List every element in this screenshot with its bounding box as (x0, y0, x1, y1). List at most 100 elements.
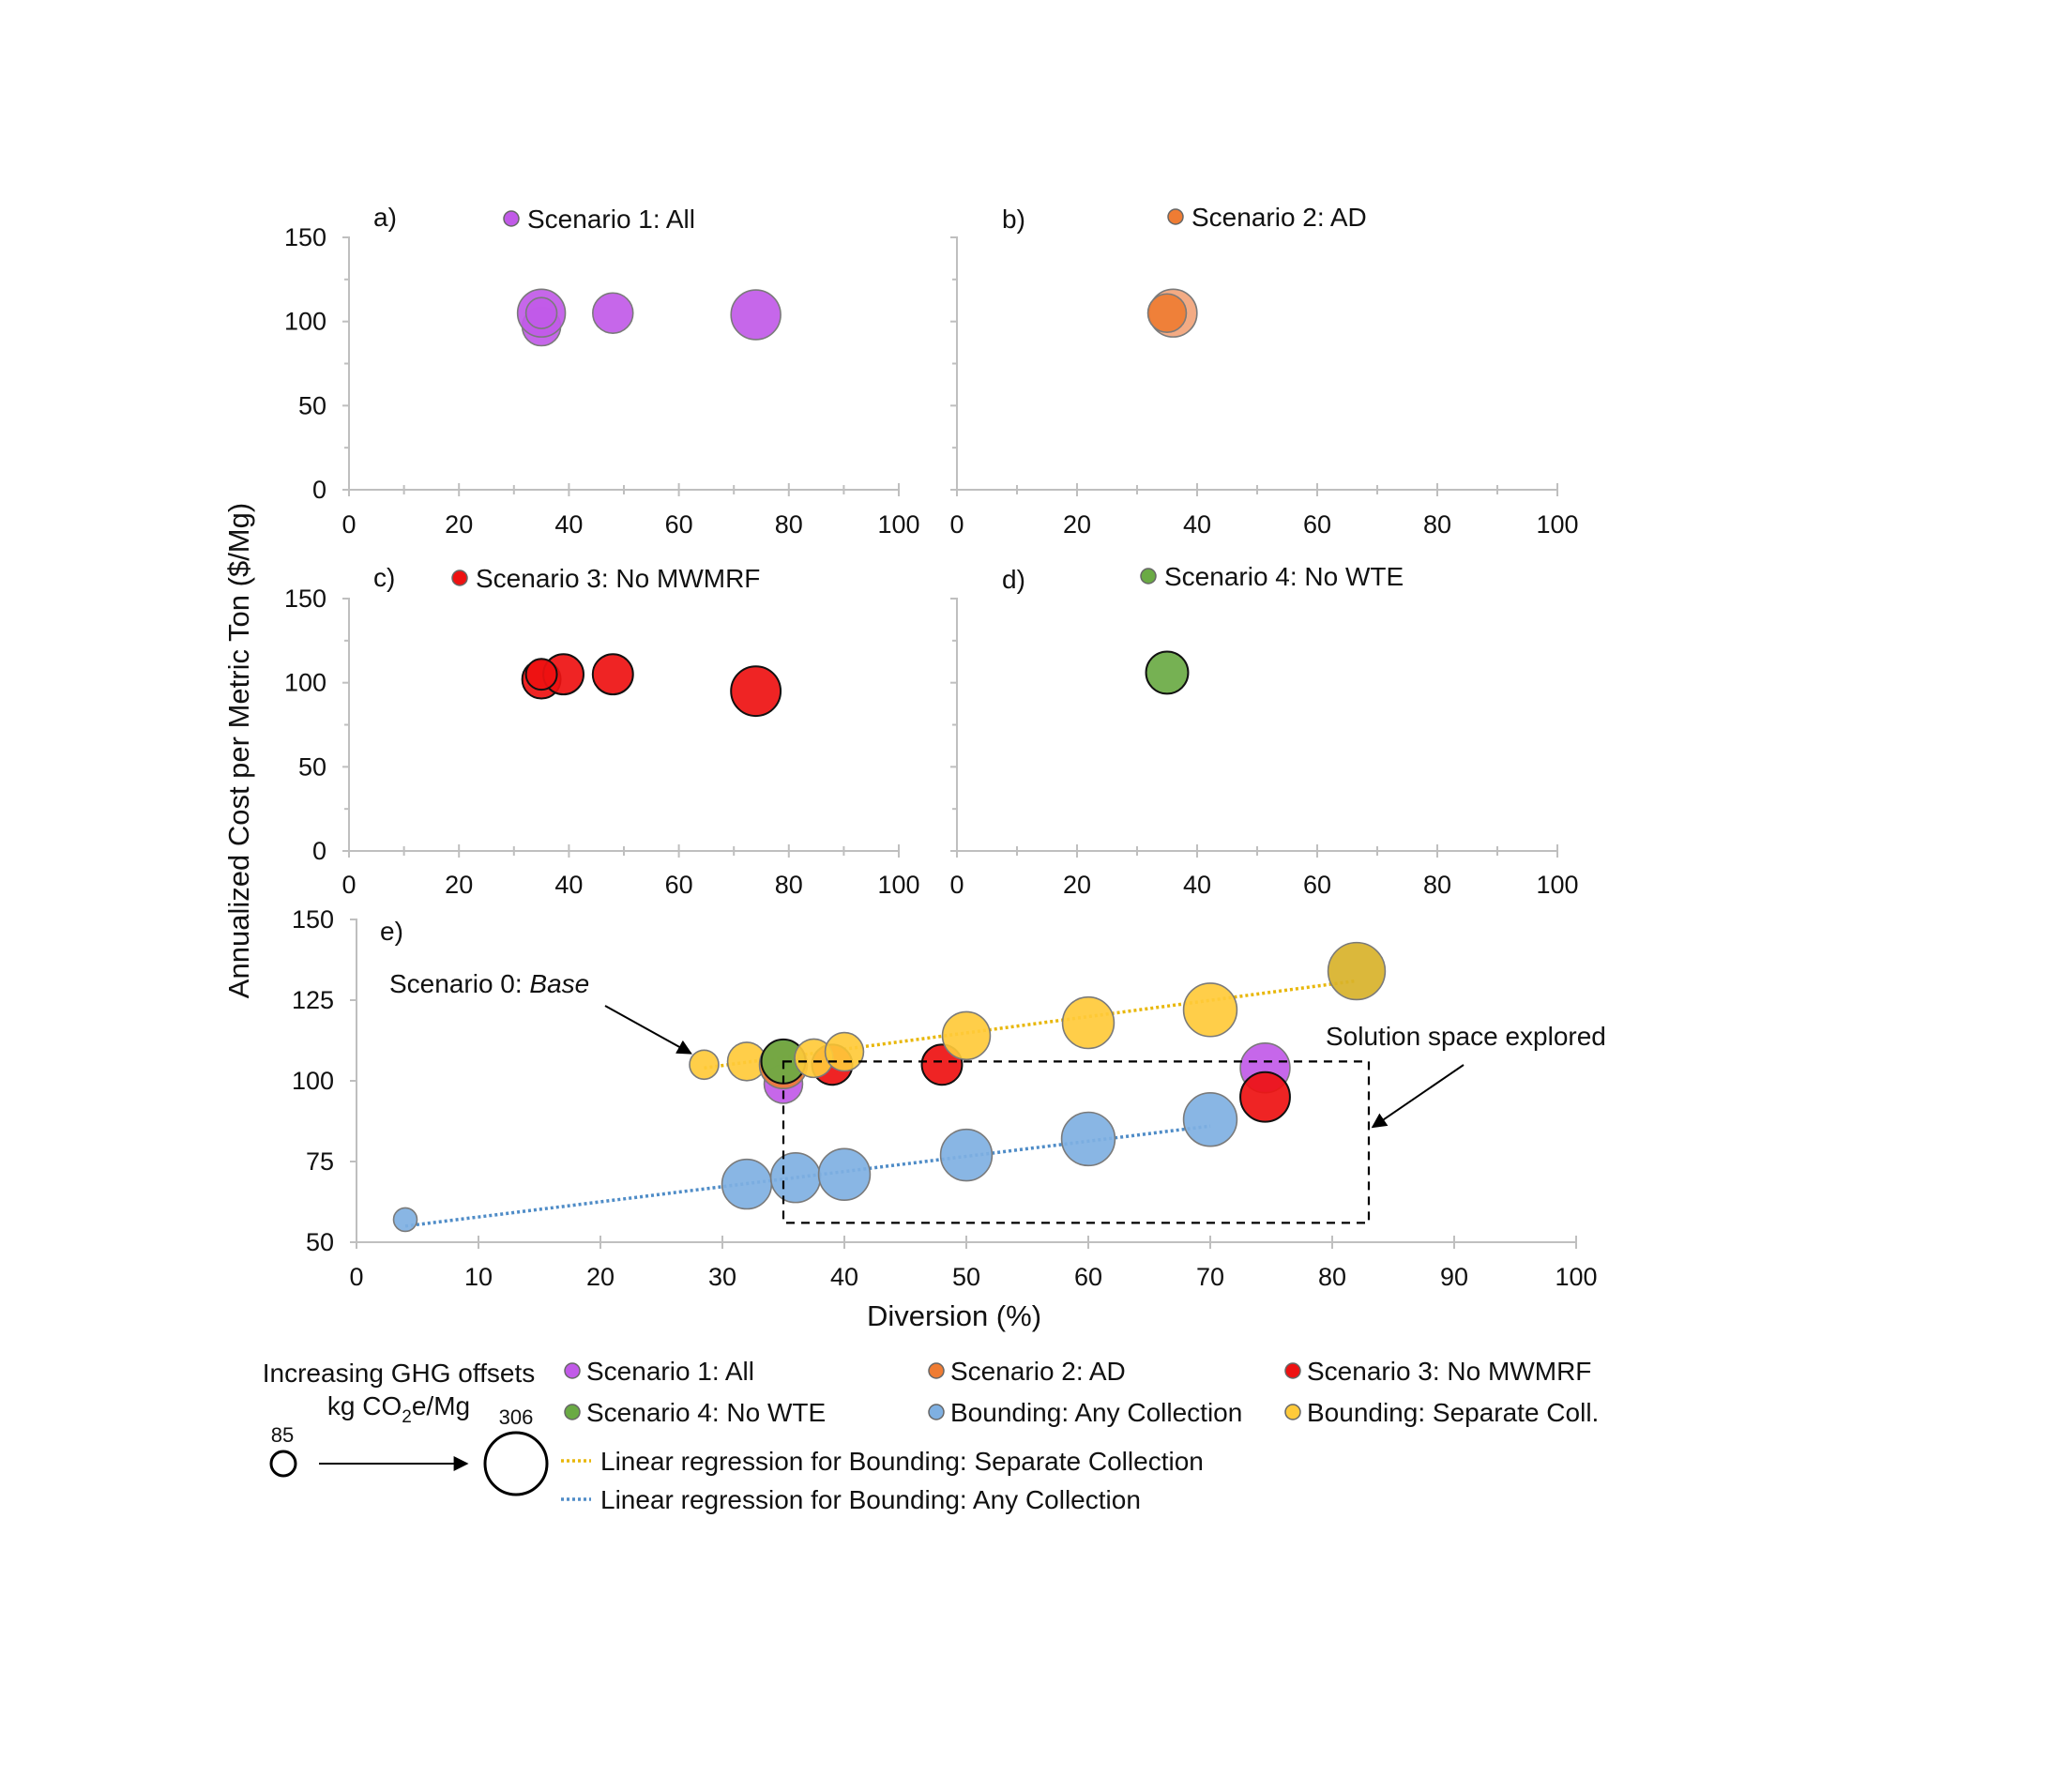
x-tick-label: 20 (445, 871, 473, 899)
x-tick-label: 80 (775, 871, 803, 899)
size-legend-units: kg CO2e/Mg (327, 1391, 470, 1427)
solution-space-box (782, 1060, 1371, 1224)
x-tick-label: 0 (949, 510, 964, 539)
x-tick-label: 100 (1536, 510, 1578, 539)
y-tick-label: 50 (298, 752, 326, 781)
solution-annotation-label: Solution space explored (1326, 1022, 1606, 1051)
data-point (592, 292, 634, 334)
x-tick-label: 100 (1555, 1263, 1597, 1291)
x-tick-label: 40 (554, 510, 583, 539)
panel-letter: c) (373, 563, 395, 592)
y-tick-label: 100 (284, 308, 326, 336)
y-tick-label: 150 (284, 585, 326, 613)
x-tick-label: 70 (1196, 1263, 1224, 1291)
panel-legend-label: Scenario 4: No WTE (1164, 562, 1404, 591)
legend-marker (1284, 1362, 1301, 1379)
x-tick-label: 60 (665, 871, 693, 899)
data-point (824, 1031, 865, 1072)
data-point (941, 1010, 992, 1061)
legend-marker (564, 1404, 581, 1420)
data-point (1182, 1092, 1238, 1147)
panel-letter: d) (1002, 565, 1025, 594)
x-tick-label: 90 (1440, 1263, 1468, 1291)
data-point (721, 1158, 773, 1210)
solution-annotation: Solution space explored (782, 1022, 1606, 1224)
panel-legend-marker (1140, 568, 1157, 585)
panel-d: 0 20 40 60 80 100 d) Scenario 4: No WTE (949, 562, 1578, 899)
data-point (939, 1128, 994, 1182)
legend-label: Scenario 2: AD (950, 1357, 1126, 1386)
size-legend-title: Increasing GHG offsets (263, 1359, 536, 1388)
panel-legend-marker (1167, 208, 1184, 225)
x-tick-label: 40 (830, 1263, 858, 1291)
legend-label: Scenario 4: No WTE (586, 1398, 826, 1427)
x-axis-label: Diversion (%) (867, 1299, 1041, 1332)
data-point (1182, 982, 1238, 1038)
x-tick-label: 100 (877, 871, 919, 899)
x-tick-label: 20 (586, 1263, 615, 1291)
y-tick-label: 0 (312, 837, 326, 865)
panel-a: 0 20 40 60 80 100 0 50 100 150 a) Scenario 1: All (284, 203, 920, 539)
legend-entries: Scenario 1: All Scenario 2: AD Scenario 3:… (564, 1357, 1599, 1427)
x-tick-label: 0 (341, 510, 356, 539)
data-point (769, 1151, 822, 1204)
legend-label: Scenario 1: All (586, 1357, 754, 1386)
x-tick-label: 50 (952, 1263, 980, 1291)
x-tick-label: 100 (877, 510, 919, 539)
data-point (1327, 941, 1387, 1001)
panel-legend-label: Scenario 3: No MWMRF (476, 564, 760, 593)
data-point (524, 658, 558, 691)
x-tick-label: 80 (775, 510, 803, 539)
data-point (817, 1147, 872, 1201)
size-legend-min-label: 85 (271, 1423, 294, 1447)
y-tick-label: 75 (306, 1147, 334, 1176)
panel-legend-label: Scenario 1: All (527, 205, 695, 234)
x-tick-label: 40 (554, 871, 583, 899)
x-tick-label: 0 (349, 1263, 363, 1291)
x-tick-label: 60 (1303, 510, 1331, 539)
y-tick-label: 100 (292, 1067, 334, 1095)
x-tick-label: 0 (949, 871, 964, 899)
panel-legend-marker (451, 569, 468, 586)
legend-label: Scenario 3: No MWMRF (1307, 1357, 1591, 1386)
y-tick-label: 150 (292, 905, 334, 934)
legend-marker (928, 1362, 945, 1379)
y-tick-label: 0 (312, 476, 326, 504)
x-tick-label: 40 (1183, 871, 1211, 899)
legend: Increasing GHG offsets kg CO2e/Mg 85 306… (263, 1357, 1600, 1514)
panel-b: 0 20 40 60 80 100 b) Scenario 2: AD (949, 203, 1578, 539)
x-tick-label: 40 (1183, 510, 1211, 539)
y-tick-label: 150 (284, 223, 326, 251)
data-point (1060, 1111, 1116, 1167)
data-point (1145, 650, 1190, 695)
y-tick-label: 50 (306, 1228, 334, 1256)
data-point (524, 296, 558, 329)
legend-marker (564, 1362, 581, 1379)
x-tick-label: 80 (1423, 510, 1451, 539)
y-tick-label: 100 (284, 669, 326, 697)
legend-label: Bounding: Any Collection (950, 1398, 1242, 1427)
panel-letter: b) (1002, 205, 1025, 234)
base-annotation-label: Scenario 0: Base (389, 969, 589, 998)
legend-marker (928, 1404, 945, 1420)
panel-e: 0 10 20 30 40 50 60 70 80 90 100 50 75 100 125 150 e) (292, 905, 1598, 1291)
data-point (730, 289, 782, 341)
legend-label: Bounding: Separate Coll. (1307, 1398, 1599, 1427)
x-tick-label: 100 (1536, 871, 1578, 899)
y-axis-label: Annualized Cost per Metric Ton ($/Mg) (222, 503, 255, 998)
x-tick-label: 10 (464, 1263, 493, 1291)
x-tick-label: 0 (341, 871, 356, 899)
x-tick-label: 20 (1063, 510, 1091, 539)
size-legend-min-circle (269, 1450, 297, 1478)
legend-reg-any-label: Linear regression for Bounding: Any Coll… (600, 1485, 1141, 1514)
data-point (392, 1207, 418, 1233)
base-annotation: Scenario 0: Base (389, 969, 692, 1055)
x-tick-label: 80 (1423, 871, 1451, 899)
panel-legend-label: Scenario 2: AD (1191, 203, 1367, 232)
panel-letter: e) (380, 917, 403, 946)
x-tick-label: 60 (1303, 871, 1331, 899)
panel-c: 0 20 40 60 80 100 0 50 100 150 c) Scenario 3: No MW… (284, 563, 920, 899)
panel-legend-marker (503, 210, 520, 227)
x-tick-label: 30 (708, 1263, 736, 1291)
size-legend-max-circle (483, 1431, 549, 1496)
